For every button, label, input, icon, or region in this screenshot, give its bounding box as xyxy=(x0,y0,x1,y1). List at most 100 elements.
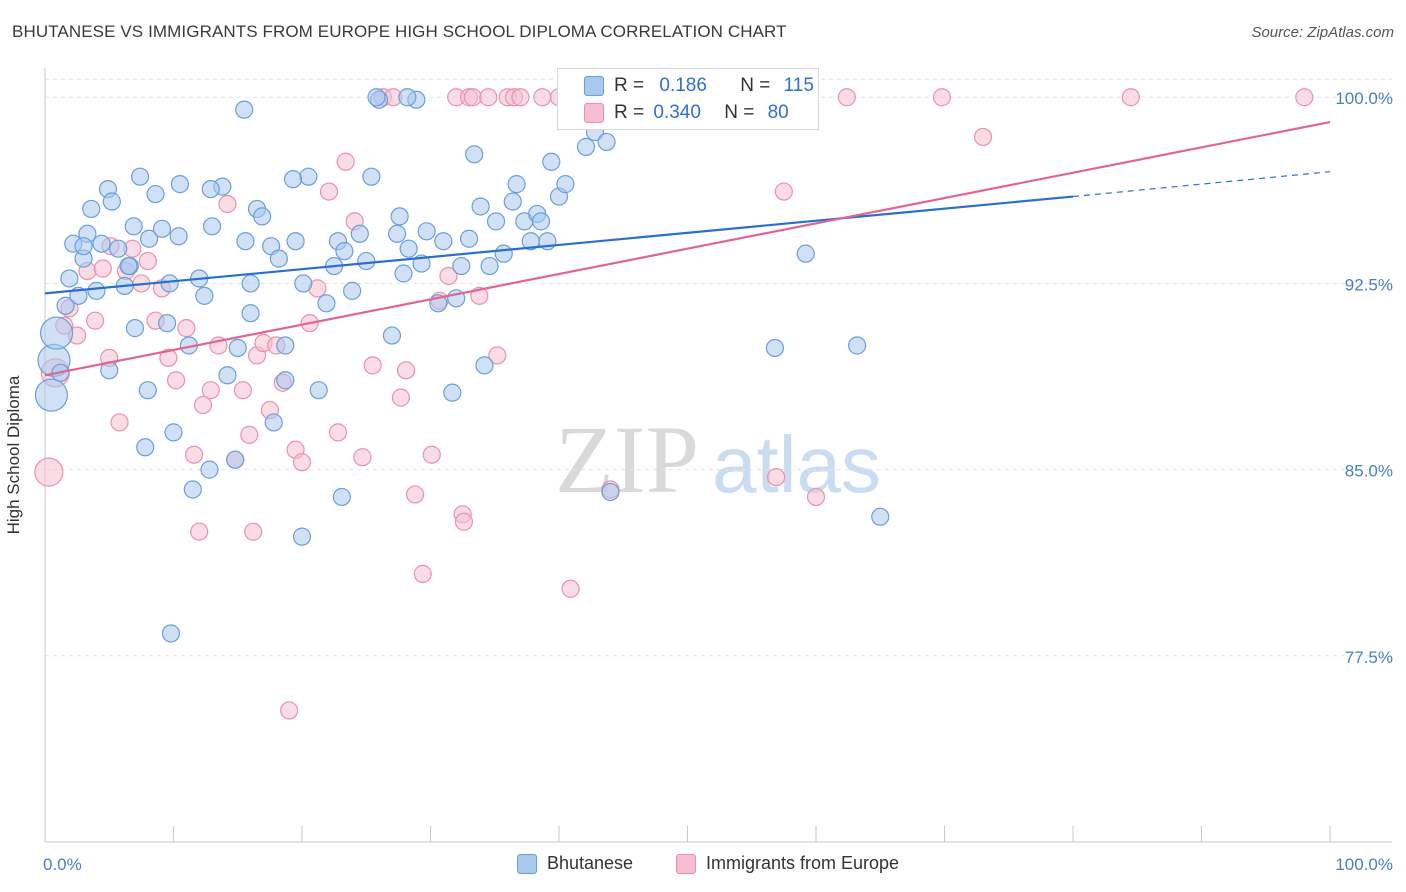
data-point-bhutanese xyxy=(39,316,74,350)
data-point-immigrants xyxy=(405,485,425,504)
data-point-bhutanese xyxy=(531,212,551,231)
data-point-bhutanese xyxy=(796,244,815,263)
data-point-bhutanese xyxy=(161,624,181,643)
data-point-bhutanese xyxy=(228,338,247,358)
watermark: ZIP atlas xyxy=(555,406,881,513)
legend-label: Immigrants from Europe xyxy=(706,853,900,873)
r-value: 0.340 xyxy=(653,102,701,123)
data-point-bhutanese xyxy=(236,232,255,251)
legend-item-immigrants-from-europe[interactable]: Immigrants from Europe xyxy=(676,853,899,874)
data-point-immigrants xyxy=(454,512,474,531)
data-point-bhutanese xyxy=(200,460,219,479)
legend-swatch-blue xyxy=(584,76,604,96)
data-point-bhutanese xyxy=(299,167,318,186)
y-tick-label: 100.0% xyxy=(1335,89,1393,108)
data-point-bhutanese xyxy=(394,264,413,283)
watermark-zip: ZIP xyxy=(555,406,699,513)
data-point-immigrants xyxy=(973,127,993,147)
data-point-bhutanese xyxy=(119,256,138,276)
correlation-legend: R = 0.186 N = 115 R = 0.340 N = 80 xyxy=(557,68,819,130)
data-point-immigrants xyxy=(533,88,552,107)
data-point-bhutanese xyxy=(283,170,303,189)
data-point-immigrants xyxy=(774,182,793,201)
data-point-bhutanese xyxy=(226,450,245,469)
data-point-bhutanese xyxy=(218,366,237,385)
data-point-bhutanese xyxy=(343,281,362,300)
n-label: N = xyxy=(724,102,755,123)
x-tick-labels: 0.0% 100.0% xyxy=(43,855,1393,874)
data-point-bhutanese xyxy=(109,239,128,258)
data-point-bhutanese xyxy=(152,219,172,238)
data-point-immigrants xyxy=(1295,88,1314,107)
y-tick-label: 77.5% xyxy=(1345,648,1393,667)
data-point-immigrants xyxy=(396,361,416,380)
data-point-bhutanese xyxy=(597,132,616,152)
data-point-immigrants xyxy=(767,467,786,487)
data-point-bhutanese xyxy=(417,222,436,241)
data-point-immigrants xyxy=(218,194,237,214)
data-point-bhutanese xyxy=(434,232,453,251)
data-point-bhutanese xyxy=(241,274,260,293)
data-point-immigrants xyxy=(110,413,129,432)
data-point-immigrants xyxy=(190,522,209,541)
data-point-bhutanese xyxy=(235,100,254,119)
data-point-bhutanese xyxy=(556,175,575,194)
data-point-bhutanese xyxy=(576,137,596,156)
data-point-bhutanese xyxy=(332,487,351,507)
data-point-bhutanese xyxy=(92,234,111,253)
data-point-immigrants xyxy=(292,453,312,472)
data-point-bhutanese xyxy=(294,274,313,293)
data-point-immigrants xyxy=(336,152,355,171)
data-point-bhutanese xyxy=(390,207,409,226)
data-point-bhutanese xyxy=(452,256,471,276)
r-label: R = xyxy=(614,75,645,96)
data-point-bhutanese xyxy=(443,383,462,402)
data-point-bhutanese xyxy=(170,175,190,194)
x-tick-label: 0.0% xyxy=(43,855,82,874)
data-point-immigrants xyxy=(34,457,64,487)
data-point-bhutanese xyxy=(74,237,93,256)
data-point-immigrants xyxy=(511,88,530,107)
data-point-immigrants xyxy=(159,348,178,368)
data-point-bhutanese xyxy=(202,217,222,236)
data-point-bhutanese xyxy=(507,175,526,194)
data-point-bhutanese xyxy=(848,336,867,355)
data-point-bhutanese xyxy=(486,212,506,231)
data-point-bhutanese xyxy=(157,314,177,333)
data-point-bhutanese xyxy=(183,480,202,499)
data-point-bhutanese xyxy=(292,527,312,546)
data-point-immigrants xyxy=(561,579,580,598)
trend-line-immigrants xyxy=(44,120,1331,377)
data-point-bhutanese xyxy=(164,423,183,442)
data-point-bhutanese xyxy=(601,482,620,502)
data-point-bhutanese xyxy=(138,381,157,400)
data-point-bhutanese xyxy=(60,269,79,288)
data-point-bhutanese xyxy=(309,381,328,400)
data-point-immigrants xyxy=(413,564,432,583)
series-legend: Bhutanese Immigrants from Europe xyxy=(0,850,1406,880)
data-point-immigrants xyxy=(422,445,441,464)
data-point-immigrants xyxy=(280,701,299,720)
data-point-immigrants xyxy=(837,88,856,107)
data-point-bhutanese xyxy=(362,167,381,186)
data-point-immigrants xyxy=(177,319,196,338)
data-point-bhutanese xyxy=(160,274,179,293)
n-value: 115 xyxy=(783,75,814,96)
r-value: 0.186 xyxy=(659,75,707,96)
data-point-immigrants xyxy=(233,381,252,400)
data-point-immigrants xyxy=(363,356,382,375)
r-label: R = xyxy=(614,102,645,123)
data-point-bhutanese xyxy=(465,145,484,164)
data-point-bhutanese xyxy=(494,244,513,263)
trend-line-bhutanese-extension xyxy=(1072,171,1331,198)
legend-item-bhutanese[interactable]: Bhutanese xyxy=(517,853,633,874)
data-point-immigrants xyxy=(806,487,826,507)
data-point-bhutanese xyxy=(253,207,272,226)
data-point-bhutanese xyxy=(124,217,143,236)
data-point-bhutanese xyxy=(459,229,479,248)
data-point-bhutanese xyxy=(56,296,75,315)
data-point-immigrants xyxy=(93,259,112,278)
legend-label: Bhutanese xyxy=(547,853,634,873)
legend-swatch-pink xyxy=(676,853,696,874)
